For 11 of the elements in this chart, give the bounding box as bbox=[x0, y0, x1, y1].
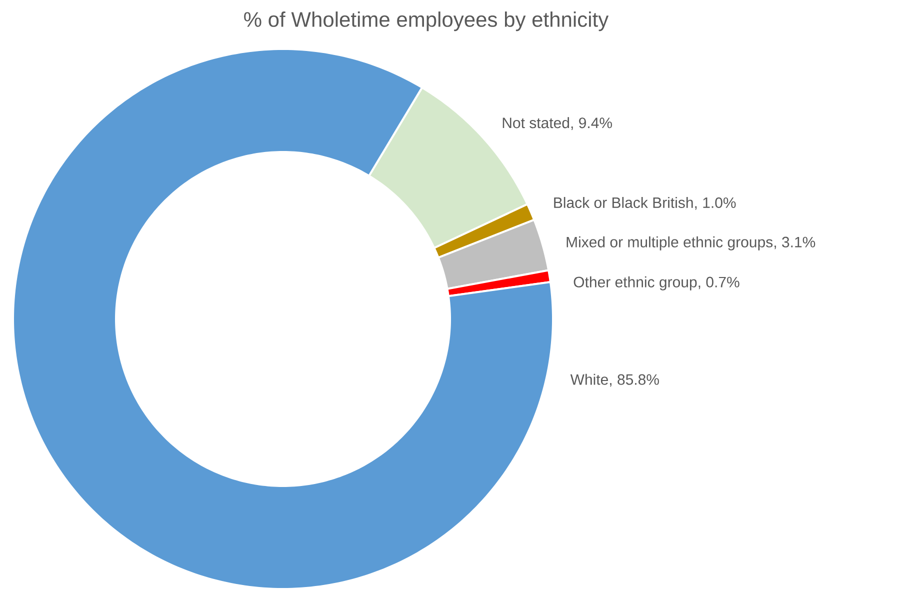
slice-label: Black or Black British bbox=[554, 196, 693, 208]
data-label: , 3.1% bbox=[774, 236, 816, 250]
chart-title: % of Wholetime employees by ethnicity bbox=[244, 12, 609, 32]
slice-label: Other ethnic group bbox=[574, 276, 697, 290]
slice-label: White bbox=[570, 374, 608, 385]
data-label: , 1.0% bbox=[695, 197, 736, 210]
data-label: , 0.7% bbox=[698, 276, 740, 290]
slice-label: Mixed or multiple ethnic groups bbox=[566, 236, 773, 250]
data-label: , 9.4% bbox=[571, 118, 612, 130]
data-label: , 85.8% bbox=[610, 374, 659, 387]
slice-label: Not stated bbox=[502, 117, 570, 128]
